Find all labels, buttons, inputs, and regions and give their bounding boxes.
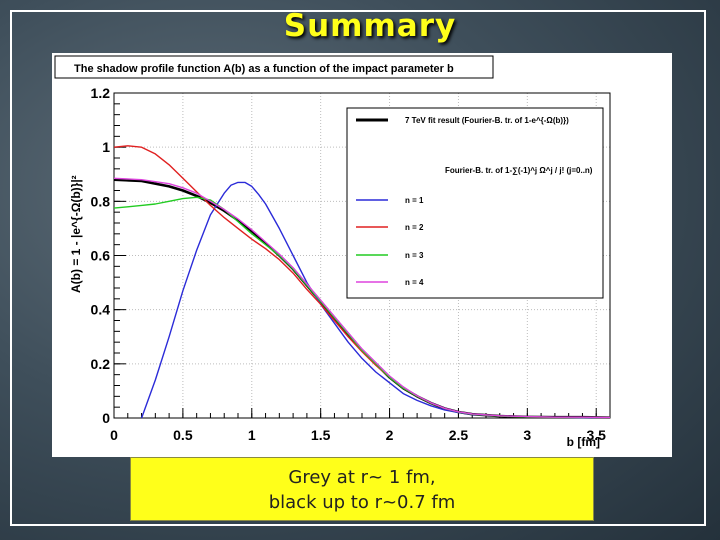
y-tick-label: 0.8 <box>91 193 111 209</box>
y-axis-label: A(b) = 1 - |e^{-Ω(b)}|² <box>69 175 83 293</box>
x-tick-label: 3 <box>523 427 531 443</box>
slide-title: Summary <box>283 8 457 44</box>
slide-frame <box>10 10 706 526</box>
legend-label-3: n = 3 <box>405 251 424 260</box>
x-tick-label: 1 <box>248 427 256 443</box>
x-tick-label: 2 <box>386 427 394 443</box>
x-tick-label: 0.5 <box>173 427 193 443</box>
plot-panel: 0 0.5 1 1.5 2 2.5 3 3.5 0 0.2 0.4 0.6 0.8 1 1.2 The sh… <box>52 53 672 457</box>
x-tick-label: 3.5 <box>586 427 606 443</box>
legend: Fourier-B. tr. of 1-∑(-1)^j Ω^j / j! (j=… <box>346 107 604 299</box>
caption-line-2: black up to r~0.7 fm <box>268 492 456 513</box>
x-tick-label: 2.5 <box>449 427 469 443</box>
legend-label-0: 7 TeV fit result (Fourier-B. tr. of 1-e^… <box>405 116 569 125</box>
legend-box <box>346 107 604 299</box>
y-tick-label: 0.2 <box>91 356 111 372</box>
series-lines <box>113 145 611 419</box>
shadow-profile-chart: 0 0.5 1 1.5 2 2.5 3 3.5 0 0.2 0.4 0.6 0.8 1 1.2 The sh… <box>54 55 611 449</box>
y-tick-label: 0.4 <box>91 302 111 318</box>
caption-box: Grey at r~ 1 fm, black up to r~0.7 fm <box>130 457 594 521</box>
caption-line-1: Grey at r~ 1 fm, <box>288 467 436 488</box>
x-tick-label: 1.5 <box>311 427 331 443</box>
legend-label-2: n = 2 <box>405 223 424 232</box>
x-tick-label: 0 <box>110 427 118 443</box>
legend-label-4: n = 4 <box>405 278 424 287</box>
x-axis-label: b [fm] <box>567 435 600 449</box>
y-tick-label: 1.2 <box>91 85 111 101</box>
series-line-4 <box>113 177 611 419</box>
legend-subheader: Fourier-B. tr. of 1-∑(-1)^j Ω^j / j! (j=… <box>445 166 593 175</box>
chart-title-box <box>54 55 494 79</box>
y-tick-label: 0.6 <box>91 248 111 264</box>
legend-entries: 7 TeV fit result (Fourier-B. tr. of 1-e^… <box>356 116 569 287</box>
legend-label-1: n = 1 <box>405 196 424 205</box>
y-tick-label: 0 <box>102 410 110 426</box>
y-tick-label: 1 <box>102 139 110 155</box>
chart-title: The shadow profile function A(b) as a fu… <box>74 63 454 75</box>
